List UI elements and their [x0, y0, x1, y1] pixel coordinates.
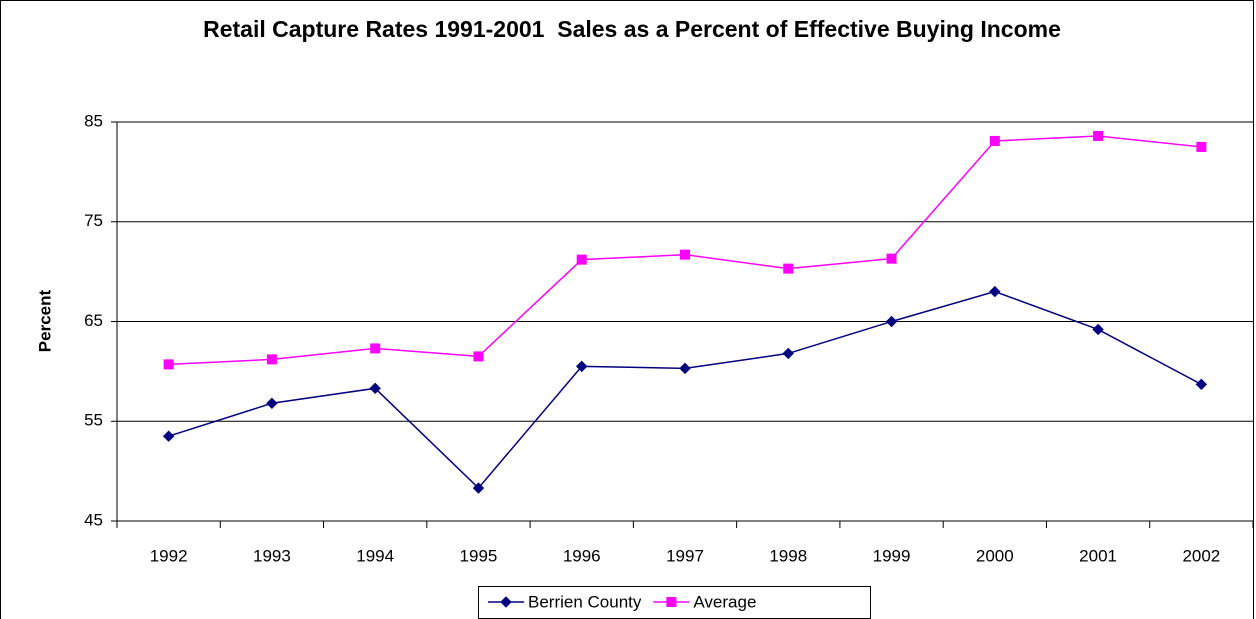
y-tick-label: 85: [84, 111, 103, 130]
data-point: [886, 253, 897, 264]
data-point: [576, 360, 588, 373]
y-tick-label: 75: [84, 211, 103, 230]
data-point: [989, 135, 1000, 146]
data-point: [473, 351, 484, 362]
data-point: [370, 343, 381, 354]
x-tick-label: 1993: [253, 546, 291, 565]
data-point: [783, 263, 794, 274]
legend-marker: [500, 596, 512, 608]
x-tick-label: 1995: [460, 546, 498, 565]
data-point: [679, 362, 691, 375]
data-point: [266, 397, 278, 410]
x-tick-label: 1992: [150, 546, 188, 565]
data-point: [472, 482, 485, 494]
x-tick-label: 2001: [1079, 546, 1117, 565]
x-tick-label: 1999: [873, 546, 911, 565]
data-point: [782, 347, 794, 360]
data-point: [989, 285, 1001, 298]
data-point: [1195, 378, 1208, 391]
x-tick-label: 1994: [356, 546, 394, 565]
legend-marker: [666, 597, 677, 607]
data-point: [1196, 141, 1207, 152]
legend-label: Berrien County: [528, 592, 642, 611]
x-tick-label: 2000: [976, 546, 1014, 565]
data-point: [885, 315, 898, 328]
data-point: [576, 254, 587, 265]
chart-title: Retail Capture Rates 1991-2001 Sales as …: [203, 16, 1061, 42]
x-tick-label: 2002: [1182, 546, 1220, 565]
y-tick-label: 65: [84, 311, 103, 330]
y-tick-label: 45: [84, 510, 103, 529]
data-point: [162, 430, 175, 442]
x-tick-label: 1998: [769, 546, 807, 565]
data-point: [680, 249, 690, 260]
data-point: [369, 382, 381, 395]
x-tick-label: 1996: [563, 546, 601, 565]
data-point: [1092, 323, 1104, 336]
data-point: [1093, 130, 1104, 141]
y-tick-label: 55: [84, 411, 103, 430]
data-point: [163, 359, 174, 370]
legend-label: Average: [693, 592, 756, 611]
y-axis-label: Percent: [35, 289, 54, 352]
data-point: [266, 354, 277, 365]
x-tick-label: 1997: [666, 546, 704, 565]
